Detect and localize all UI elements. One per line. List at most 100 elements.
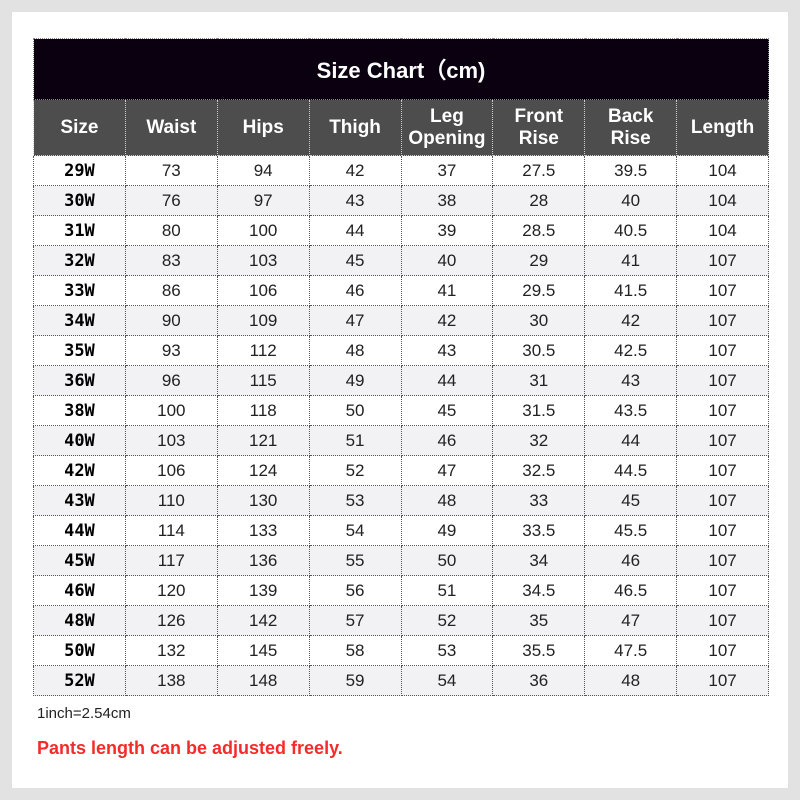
value-cell: 50: [308, 395, 402, 426]
value-cell: 83: [124, 245, 218, 276]
value-cell: 42: [584, 305, 678, 336]
value-cell: 130: [216, 485, 310, 516]
value-cell: 76: [124, 185, 218, 216]
table-row: 35W 93 112 48 43 30.5 42.5 107: [33, 335, 769, 366]
size-cell: 42W: [33, 455, 126, 486]
size-chart-table: Size Chart（cm) Size Waist Hips Thigh Leg Ope…: [33, 38, 769, 696]
value-cell: 39.5: [584, 155, 678, 186]
value-cell: 93: [124, 335, 218, 366]
value-cell: 28: [492, 185, 586, 216]
value-cell: 39: [400, 215, 494, 246]
value-cell: 117: [124, 545, 218, 576]
value-cell: 104: [676, 215, 769, 246]
value-cell: 41: [400, 275, 494, 306]
value-cell: 106: [124, 455, 218, 486]
value-cell: 97: [216, 185, 310, 216]
value-cell: 132: [124, 635, 218, 666]
value-cell: 35: [492, 605, 586, 636]
value-cell: 43: [308, 185, 402, 216]
size-cell: 38W: [33, 395, 126, 426]
value-cell: 58: [308, 635, 402, 666]
value-cell: 45: [584, 485, 678, 516]
value-cell: 34: [492, 545, 586, 576]
table-row: 31W 80 100 44 39 28.5 40.5 104: [33, 215, 769, 246]
value-cell: 30.5: [492, 335, 586, 366]
size-cell: 43W: [33, 485, 126, 516]
value-cell: 47.5: [584, 635, 678, 666]
value-cell: 45: [400, 395, 494, 426]
size-cell: 32W: [33, 245, 126, 276]
value-cell: 46.5: [584, 575, 678, 606]
value-cell: 43: [584, 365, 678, 396]
unit-note: 1inch=2.54cm: [37, 705, 131, 722]
value-cell: 120: [124, 575, 218, 606]
value-cell: 115: [216, 365, 310, 396]
value-cell: 104: [676, 155, 769, 186]
value-cell: 142: [216, 605, 310, 636]
value-cell: 80: [124, 215, 218, 246]
value-cell: 90: [124, 305, 218, 336]
size-cell: 46W: [33, 575, 126, 606]
table-row: 45W 117 136 55 50 34 46 107: [33, 545, 769, 576]
column-header: Size: [33, 99, 126, 156]
value-cell: 42: [308, 155, 402, 186]
table-row: 46W 120 139 56 51 34.5 46.5 107: [33, 575, 769, 606]
value-cell: 112: [216, 335, 310, 366]
table-row: 50W 132 145 58 53 35.5 47.5 107: [33, 635, 769, 666]
value-cell: 40.5: [584, 215, 678, 246]
value-cell: 40: [400, 245, 494, 276]
size-cell: 44W: [33, 515, 126, 546]
value-cell: 44: [308, 215, 402, 246]
value-cell: 107: [676, 485, 769, 516]
value-cell: 145: [216, 635, 310, 666]
value-cell: 118: [216, 395, 310, 426]
column-header: Length: [676, 99, 769, 156]
value-cell: 73: [124, 155, 218, 186]
value-cell: 114: [124, 515, 218, 546]
value-cell: 100: [124, 395, 218, 426]
size-cell: 50W: [33, 635, 126, 666]
value-cell: 107: [676, 335, 769, 366]
value-cell: 136: [216, 545, 310, 576]
column-header: Thigh: [308, 99, 402, 156]
value-cell: 107: [676, 455, 769, 486]
value-cell: 32: [492, 425, 586, 456]
value-cell: 49: [400, 515, 494, 546]
table-row: 34W 90 109 47 42 30 42 107: [33, 305, 769, 336]
value-cell: 133: [216, 515, 310, 546]
column-header: Back Rise: [584, 99, 678, 156]
value-cell: 107: [676, 545, 769, 576]
value-cell: 107: [676, 275, 769, 306]
value-cell: 107: [676, 425, 769, 456]
size-cell: 36W: [33, 365, 126, 396]
table-body: 29W 73 94 42 37 27.5 39.5 104 30W 76 97 43 38 28 40 104…: [33, 155, 769, 696]
value-cell: 107: [676, 395, 769, 426]
value-cell: 107: [676, 665, 769, 696]
value-cell: 57: [308, 605, 402, 636]
value-cell: 107: [676, 605, 769, 636]
value-cell: 54: [400, 665, 494, 696]
size-cell: 52W: [33, 665, 126, 696]
value-cell: 37: [400, 155, 494, 186]
value-cell: 107: [676, 245, 769, 276]
value-cell: 46: [584, 545, 678, 576]
value-cell: 148: [216, 665, 310, 696]
value-cell: 42.5: [584, 335, 678, 366]
size-cell: 48W: [33, 605, 126, 636]
value-cell: 43.5: [584, 395, 678, 426]
value-cell: 47: [400, 455, 494, 486]
table-row: 52W 138 148 59 54 36 48 107: [33, 665, 769, 696]
value-cell: 121: [216, 425, 310, 456]
value-cell: 52: [400, 605, 494, 636]
value-cell: 32.5: [492, 455, 586, 486]
value-cell: 29.5: [492, 275, 586, 306]
value-cell: 104: [676, 185, 769, 216]
value-cell: 103: [216, 245, 310, 276]
value-cell: 30: [492, 305, 586, 336]
table-row: 38W 100 118 50 45 31.5 43.5 107: [33, 395, 769, 426]
value-cell: 44.5: [584, 455, 678, 486]
size-cell: 34W: [33, 305, 126, 336]
table-row: 29W 73 94 42 37 27.5 39.5 104: [33, 155, 769, 186]
value-cell: 53: [308, 485, 402, 516]
value-cell: 47: [584, 605, 678, 636]
